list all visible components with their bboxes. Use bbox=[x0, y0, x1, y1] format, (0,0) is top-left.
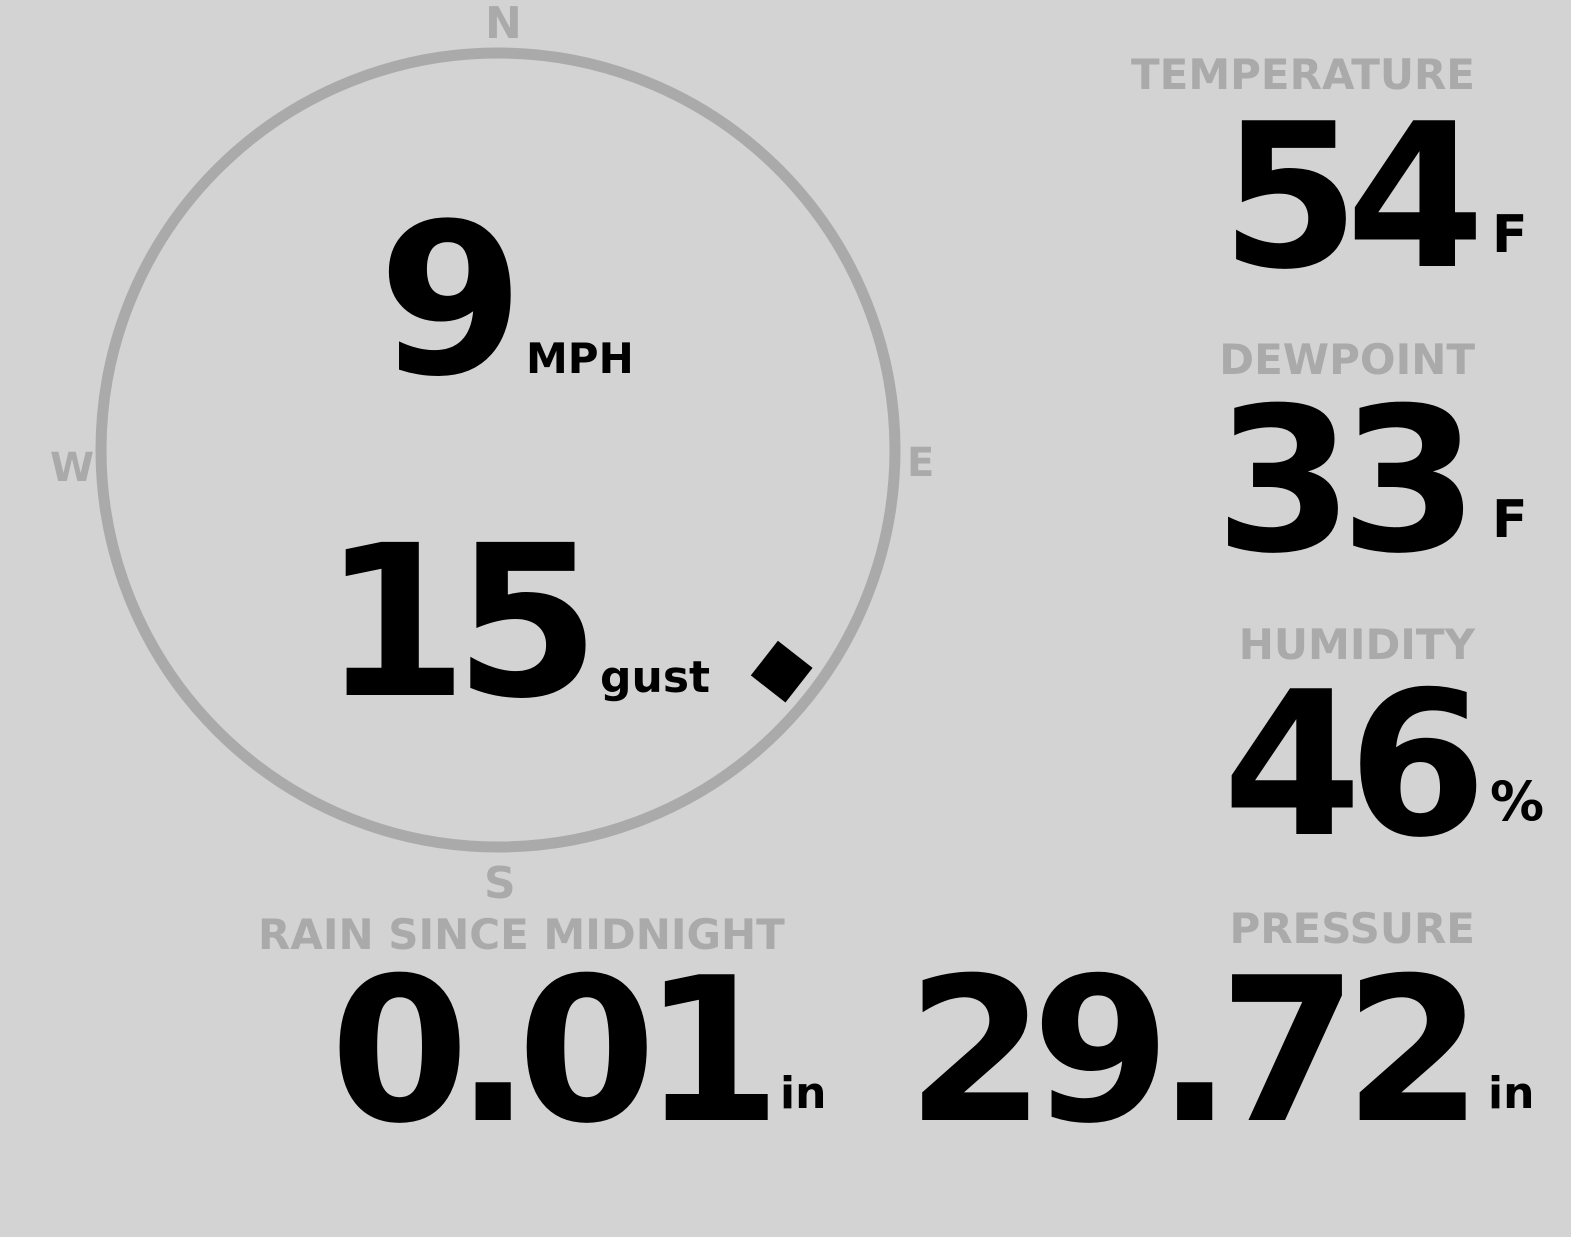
rain-value: 0.01 bbox=[330, 935, 781, 1168]
wind-speed-value: 9 bbox=[378, 178, 524, 423]
wind-compass bbox=[95, 47, 901, 853]
wind-gust-value: 15 bbox=[322, 500, 600, 745]
wind-gust-label: gust bbox=[600, 652, 711, 703]
dewpoint-unit: F bbox=[1492, 490, 1528, 550]
compass-south: S bbox=[484, 858, 516, 909]
rain-label: RAIN SINCE MIDNIGHT bbox=[258, 910, 785, 959]
wind-direction-marker bbox=[750, 640, 813, 703]
pressure-value: 29.72 bbox=[906, 935, 1483, 1168]
humidity-unit: % bbox=[1490, 770, 1545, 833]
compass-ring bbox=[95, 47, 901, 853]
compass-north: N bbox=[485, 0, 522, 49]
humidity-label: HUMIDITY bbox=[1238, 620, 1475, 669]
temperature-unit: F bbox=[1492, 205, 1528, 265]
wind-speed-unit: MPH bbox=[526, 334, 634, 383]
rain-unit: in bbox=[780, 1068, 827, 1119]
temperature-value: 54 bbox=[1220, 81, 1485, 314]
compass-west: W bbox=[50, 445, 95, 491]
temperature-label: TEMPERATURE bbox=[1131, 50, 1475, 99]
pressure-label: PRESSURE bbox=[1229, 904, 1475, 953]
pressure-unit: in bbox=[1488, 1068, 1535, 1119]
compass-east: E bbox=[907, 440, 935, 486]
dewpoint-value: 33 bbox=[1214, 365, 1479, 598]
dewpoint-label: DEWPOINT bbox=[1219, 335, 1475, 384]
humidity-value: 46 bbox=[1222, 649, 1487, 882]
